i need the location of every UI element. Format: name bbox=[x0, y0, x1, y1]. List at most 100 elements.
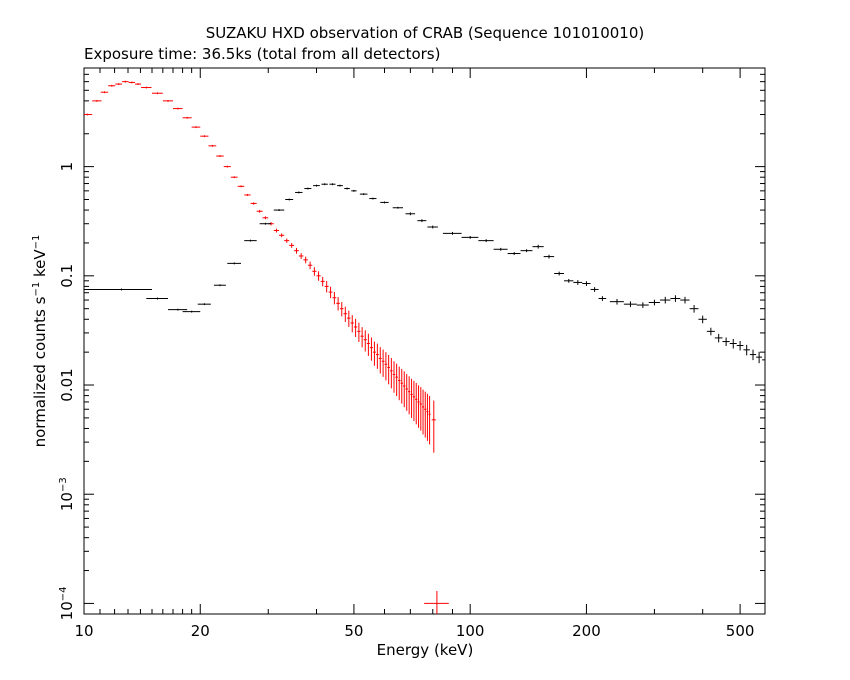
data-point bbox=[360, 327, 364, 348]
data-point bbox=[295, 191, 303, 194]
data-point bbox=[410, 378, 413, 418]
x-tick-labels: 10 20 50 100 200 500 bbox=[74, 622, 754, 640]
data-point bbox=[392, 361, 396, 393]
data-point bbox=[426, 393, 429, 441]
data-point bbox=[244, 239, 257, 242]
x-tick-label: 100 bbox=[456, 622, 485, 640]
data-point bbox=[244, 194, 251, 196]
data-point bbox=[329, 183, 336, 186]
data-point bbox=[351, 189, 357, 192]
data-point bbox=[706, 327, 715, 336]
data-point bbox=[648, 299, 660, 306]
data-point bbox=[543, 254, 555, 259]
data-point bbox=[532, 244, 544, 249]
data-point bbox=[191, 126, 201, 129]
y-tick-label-group: 0.1 bbox=[58, 264, 76, 288]
data-point bbox=[670, 295, 681, 302]
data-point bbox=[749, 349, 757, 361]
data-point bbox=[428, 395, 431, 445]
data-point bbox=[347, 310, 351, 327]
data-point bbox=[403, 371, 406, 408]
data-point bbox=[405, 374, 408, 411]
data-point bbox=[307, 261, 313, 270]
data-point bbox=[756, 351, 763, 364]
data-point bbox=[636, 302, 649, 308]
data-point bbox=[227, 262, 241, 265]
series-2 bbox=[84, 183, 766, 366]
y-axis-label-unit: keV bbox=[31, 249, 49, 277]
data-point bbox=[395, 363, 398, 397]
y-axis-label-group: normalized counts s−1 keV−1 bbox=[31, 235, 49, 448]
data-point bbox=[303, 256, 308, 264]
data-point bbox=[213, 284, 226, 287]
data-point bbox=[182, 116, 192, 119]
data-point bbox=[208, 144, 217, 147]
data-point bbox=[237, 185, 245, 188]
data-point bbox=[461, 235, 479, 239]
data-point bbox=[84, 288, 153, 291]
y-axis-label-exp1: −1 bbox=[31, 282, 42, 297]
data-point bbox=[182, 310, 201, 313]
data-point bbox=[729, 338, 737, 349]
data-point bbox=[167, 308, 188, 311]
data-point bbox=[172, 107, 183, 110]
data-point bbox=[421, 389, 425, 435]
data-point bbox=[285, 198, 294, 201]
y-tick-label: 10−4 bbox=[58, 586, 76, 620]
data-point bbox=[230, 176, 238, 179]
y-tick-label-group: 0.01 bbox=[58, 368, 76, 401]
data-point bbox=[339, 302, 344, 317]
data-point bbox=[375, 343, 379, 369]
data-point bbox=[405, 212, 416, 216]
data-point bbox=[321, 183, 328, 186]
data-point bbox=[223, 165, 231, 168]
y-tick-label: 0.01 bbox=[58, 368, 76, 401]
data-point bbox=[337, 184, 343, 187]
y-tick-label: 0.1 bbox=[58, 264, 76, 288]
y-tick-label-group: 1 bbox=[58, 162, 76, 172]
data-point bbox=[256, 209, 263, 213]
data-point bbox=[372, 341, 376, 366]
x-axis-label: Energy (keV) bbox=[377, 641, 474, 659]
data-point bbox=[216, 155, 224, 157]
data-point bbox=[762, 354, 766, 366]
data-point bbox=[390, 357, 393, 389]
data-point bbox=[573, 280, 583, 285]
data-point bbox=[353, 318, 358, 337]
data-point bbox=[689, 305, 699, 313]
data-series bbox=[84, 80, 766, 614]
data-point bbox=[442, 231, 462, 235]
data-point bbox=[590, 287, 599, 292]
x-tick-label: 20 bbox=[191, 622, 210, 640]
data-point bbox=[387, 354, 391, 385]
data-point bbox=[128, 81, 135, 84]
data-point bbox=[736, 340, 744, 351]
data-point bbox=[564, 278, 574, 283]
data-point bbox=[336, 297, 340, 311]
data-point bbox=[424, 590, 449, 614]
data-point bbox=[722, 337, 730, 347]
data-point bbox=[363, 330, 367, 352]
data-point bbox=[554, 271, 565, 276]
data-point bbox=[152, 92, 163, 95]
data-point bbox=[134, 83, 142, 86]
data-point bbox=[359, 193, 368, 196]
y-tick-label-group: 10−3 bbox=[58, 477, 76, 511]
x-tick-label: 200 bbox=[572, 622, 601, 640]
data-point bbox=[412, 380, 416, 422]
data-point bbox=[598, 296, 607, 301]
data-point bbox=[324, 281, 329, 293]
data-point bbox=[384, 352, 388, 381]
y-tick-label: 1 bbox=[58, 162, 76, 172]
data-point bbox=[392, 206, 404, 209]
data-point bbox=[200, 135, 209, 138]
data-point bbox=[369, 337, 373, 361]
chart-title: SUZAKU HXD observation of CRAB (Sequence… bbox=[206, 24, 645, 42]
data-point bbox=[424, 391, 427, 438]
data-point bbox=[294, 247, 299, 254]
data-point bbox=[92, 99, 102, 102]
data-point bbox=[320, 276, 325, 287]
data-point bbox=[328, 286, 333, 299]
x-tick-label: 10 bbox=[74, 622, 93, 640]
